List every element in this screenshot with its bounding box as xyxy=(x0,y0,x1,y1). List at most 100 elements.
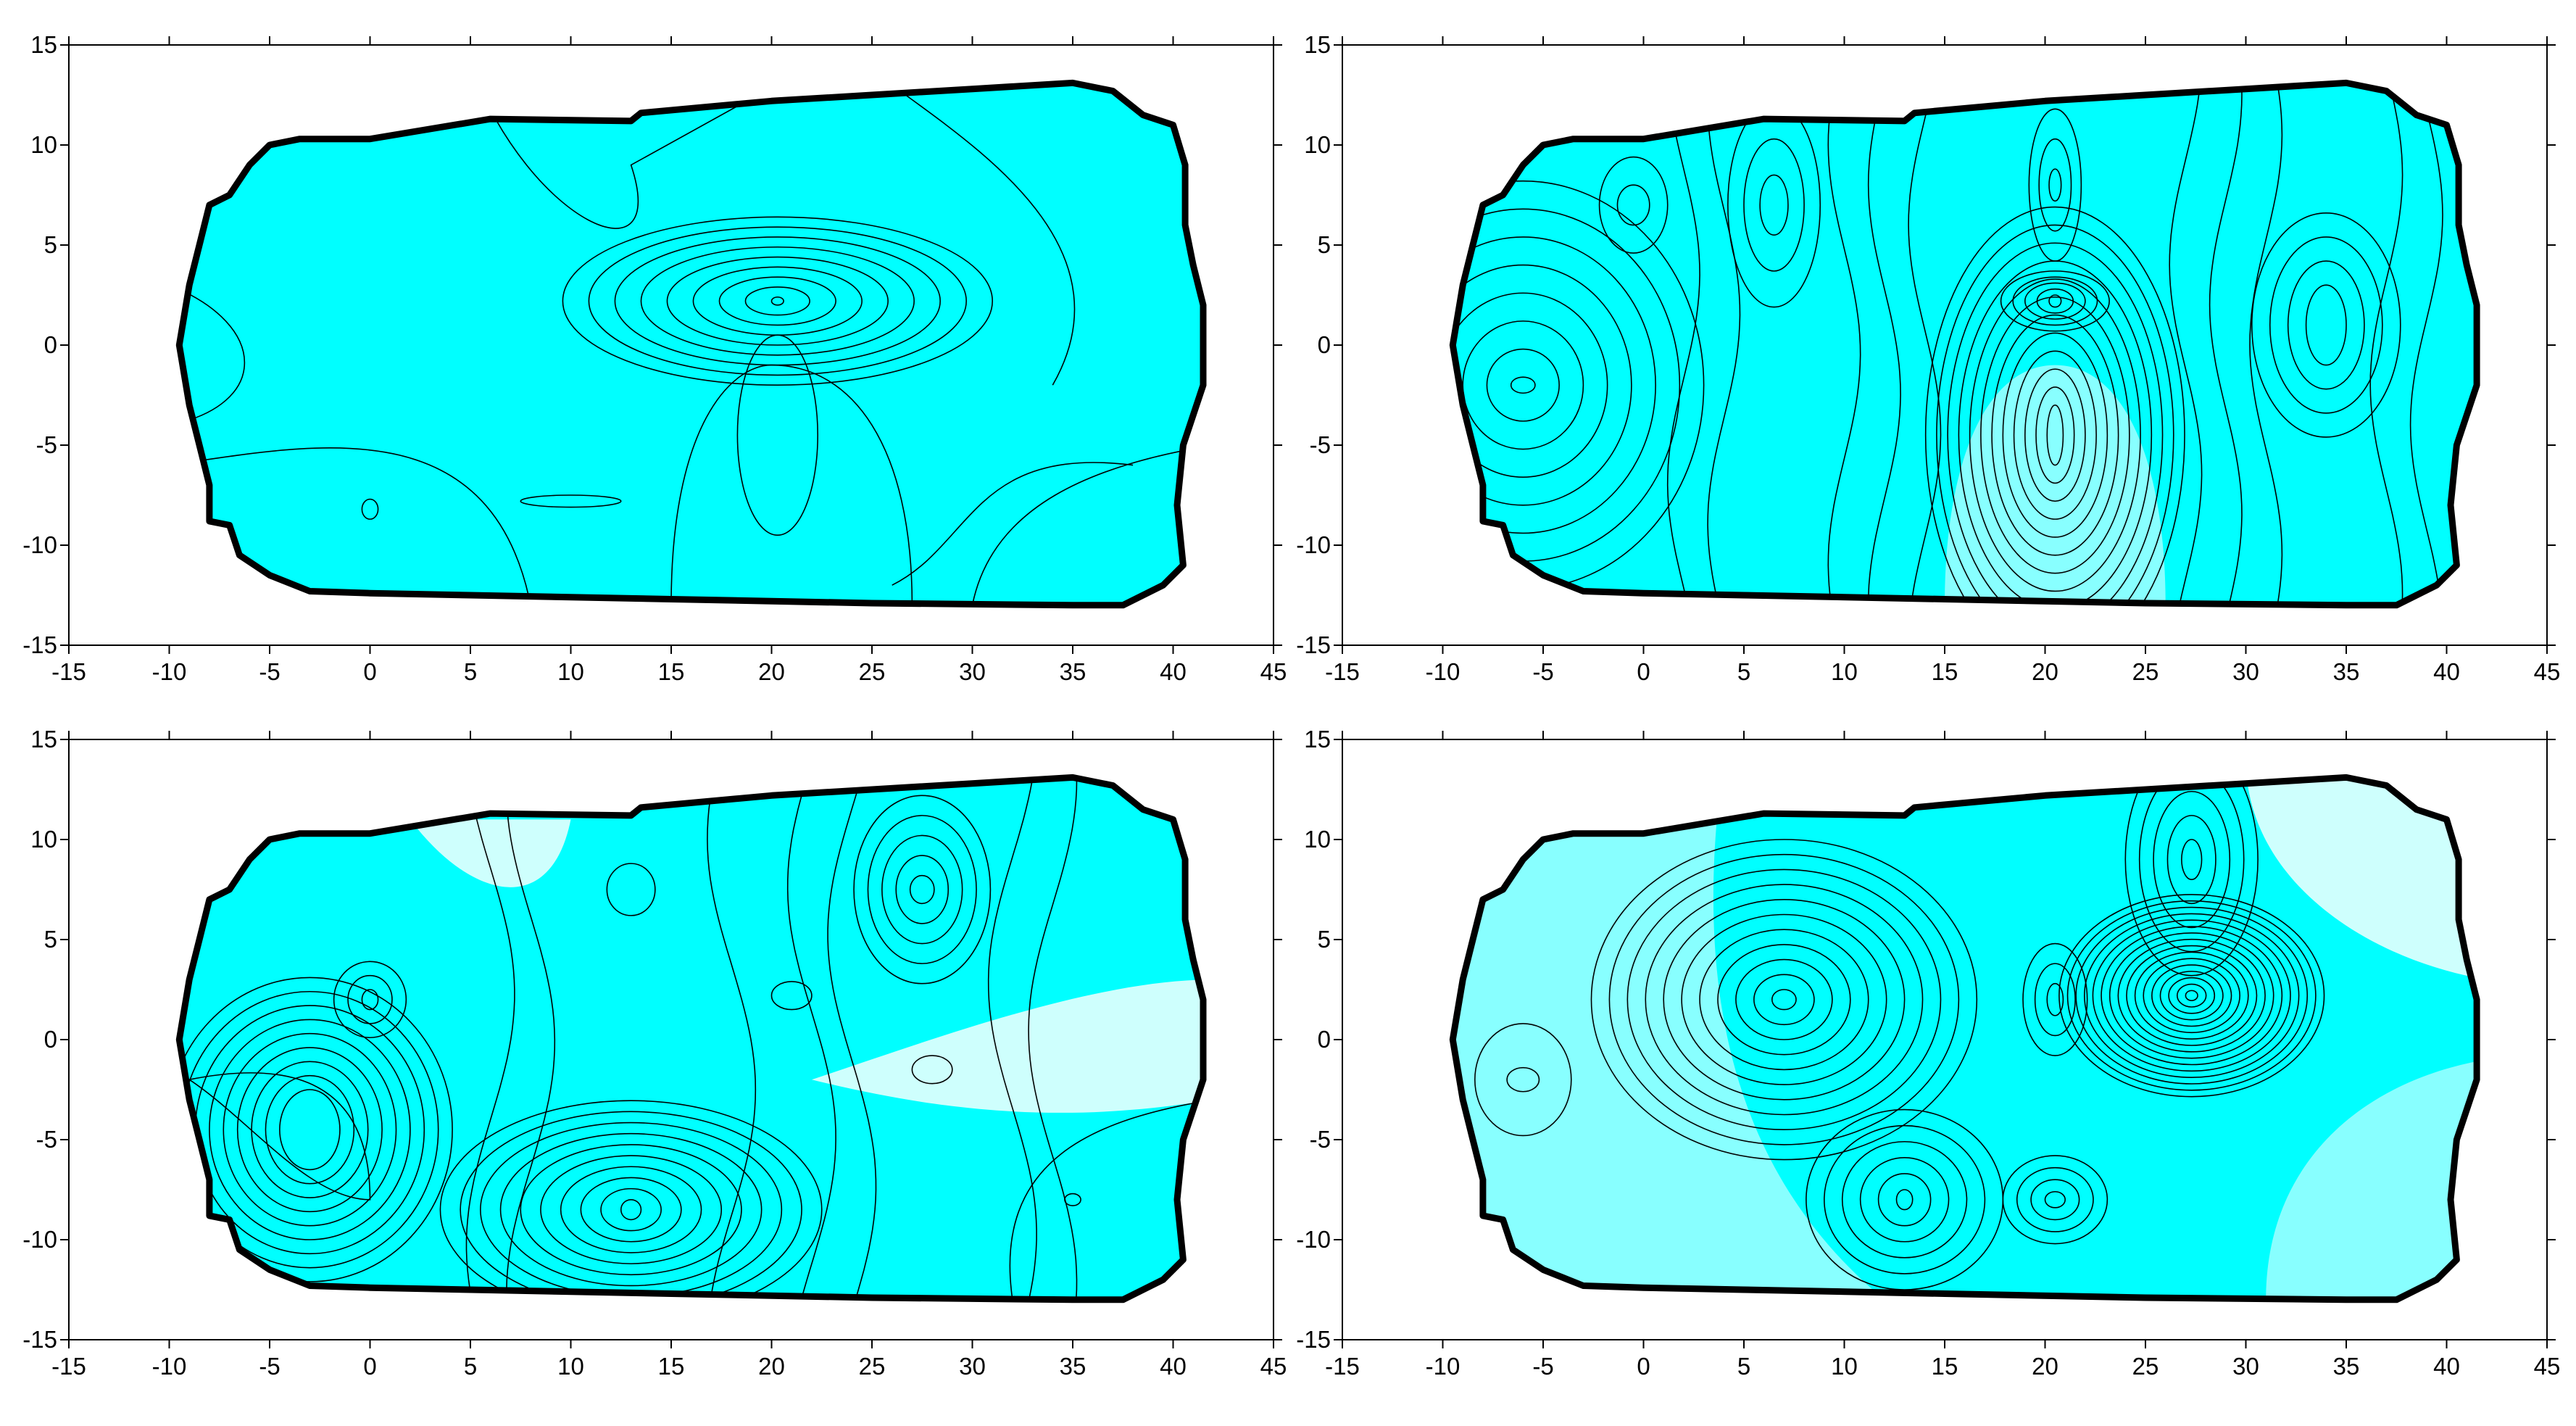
x-tick-label: -5 xyxy=(1532,1353,1553,1380)
y-tick-label: 5 xyxy=(1318,926,1331,953)
contour-line xyxy=(692,266,863,336)
y-tick-label: 15 xyxy=(1304,31,1331,58)
x-tick-label: 35 xyxy=(2333,1353,2360,1380)
x-tick-label: 5 xyxy=(464,1353,477,1380)
panel-bottom-right: -15 -10 -5 0 5 10 15 20 25 30 35 40 45 15 10 5 0 -5 -10 -15 xyxy=(1296,726,2560,1380)
contour-line xyxy=(2012,276,2098,326)
contour-line xyxy=(2035,386,2075,484)
x-tick-label: 0 xyxy=(1637,1353,1650,1380)
y-tick-label: -15 xyxy=(1296,1326,1331,1353)
contour-line xyxy=(2176,983,2207,1008)
contour-line xyxy=(2058,894,2325,1098)
y-tick-label: 0 xyxy=(1318,331,1331,358)
contour-line xyxy=(2124,777,2259,977)
contour-line xyxy=(520,1144,742,1276)
x-tick-label: 15 xyxy=(658,1353,685,1380)
x-tick-label: 25 xyxy=(859,658,886,685)
x-tick-label: 45 xyxy=(1260,1353,1287,1380)
y-tick-label: -15 xyxy=(1296,631,1331,658)
y-tick-label: 0 xyxy=(44,331,57,358)
contour-line xyxy=(2038,138,2072,232)
contour-line xyxy=(2251,212,2401,438)
contour-line xyxy=(279,1089,341,1171)
contour-line xyxy=(2002,1155,2108,1245)
x-tick-label: -5 xyxy=(259,658,280,685)
contour-group xyxy=(1453,83,2443,605)
x-tick-label: -15 xyxy=(1325,1353,1360,1380)
y-tick-label: -10 xyxy=(1296,531,1331,558)
contour-line xyxy=(2075,906,2309,1085)
contour-line xyxy=(1462,320,1584,450)
contour-line xyxy=(1598,156,1669,254)
contour-line xyxy=(1590,839,1978,1161)
contour-line xyxy=(2034,963,2076,1037)
contour-line xyxy=(1895,1189,1914,1211)
y-tick-label: 5 xyxy=(44,231,57,258)
contour-line xyxy=(2287,260,2365,390)
x-tick-label: 25 xyxy=(2132,1353,2159,1380)
contour-line xyxy=(600,1187,662,1232)
contour-line xyxy=(2024,282,2086,320)
y-tick-label: 10 xyxy=(1304,131,1331,158)
contour-line xyxy=(853,795,992,984)
y-tick-label: 10 xyxy=(1304,826,1331,853)
x-tick-label: 25 xyxy=(2132,658,2159,685)
field-fill xyxy=(179,83,1203,605)
x-tick-label: -5 xyxy=(259,1353,280,1380)
x-tick-label: 10 xyxy=(557,658,584,685)
band-region xyxy=(2266,1059,2477,1300)
contour-line xyxy=(2028,108,2082,262)
contour-line xyxy=(2166,815,2216,905)
contour-line xyxy=(236,1047,383,1213)
x-tick-label: 45 xyxy=(2534,1353,2561,1380)
contour-line xyxy=(179,284,245,426)
band-region xyxy=(469,83,814,229)
contour-line xyxy=(1759,174,1789,236)
survey-boundary xyxy=(175,774,1207,1303)
contour-line xyxy=(2151,964,2232,1027)
x-tick-label: 30 xyxy=(2232,1353,2259,1380)
contour-line xyxy=(2169,83,2203,605)
x-tick-label: 35 xyxy=(1060,658,1087,685)
x-tick-label: 0 xyxy=(363,658,376,685)
contour-line xyxy=(666,256,889,346)
contour-line xyxy=(1924,206,2185,605)
contour-line xyxy=(718,276,836,326)
x-tick-label: 40 xyxy=(2433,658,2460,685)
contour-line xyxy=(987,777,1037,1300)
contour-line xyxy=(1877,1173,1932,1227)
contour-line xyxy=(2046,404,2064,466)
contour-line xyxy=(562,216,994,386)
y-tick-label: 15 xyxy=(1304,726,1331,753)
x-tick-label: 40 xyxy=(2433,1353,2460,1380)
contour-line xyxy=(2269,236,2383,414)
contour-line xyxy=(580,1177,682,1243)
contour-line xyxy=(744,286,810,316)
x-tick-label: 45 xyxy=(2534,658,2561,685)
x-tick-label: -5 xyxy=(1532,658,1553,685)
x-tick-label: 15 xyxy=(1932,1353,1958,1380)
contour-line xyxy=(770,981,813,1011)
contour-line xyxy=(2168,977,2216,1014)
y-tick-label: -5 xyxy=(36,431,57,458)
contour-line xyxy=(223,1032,397,1227)
x-tick-label: 0 xyxy=(363,1353,376,1380)
x-tick-label: 40 xyxy=(1160,658,1187,685)
contour-line xyxy=(506,777,556,1300)
field-fill xyxy=(179,777,1203,1300)
contour-line xyxy=(1616,184,1650,226)
contour-line xyxy=(1969,278,2141,592)
contour-line xyxy=(1645,884,1924,1116)
contour-line xyxy=(2036,288,2074,314)
contour-line xyxy=(2159,971,2224,1021)
contour-line xyxy=(1453,264,1632,506)
x-tick-label: 15 xyxy=(658,658,685,685)
contour-line xyxy=(2138,777,2245,953)
x-tick-label: 20 xyxy=(2032,658,2058,685)
contour-line xyxy=(588,226,967,376)
contour-line xyxy=(1936,224,2174,605)
y-tick-label: -5 xyxy=(1310,1126,1331,1153)
contour-line xyxy=(1771,989,1797,1011)
